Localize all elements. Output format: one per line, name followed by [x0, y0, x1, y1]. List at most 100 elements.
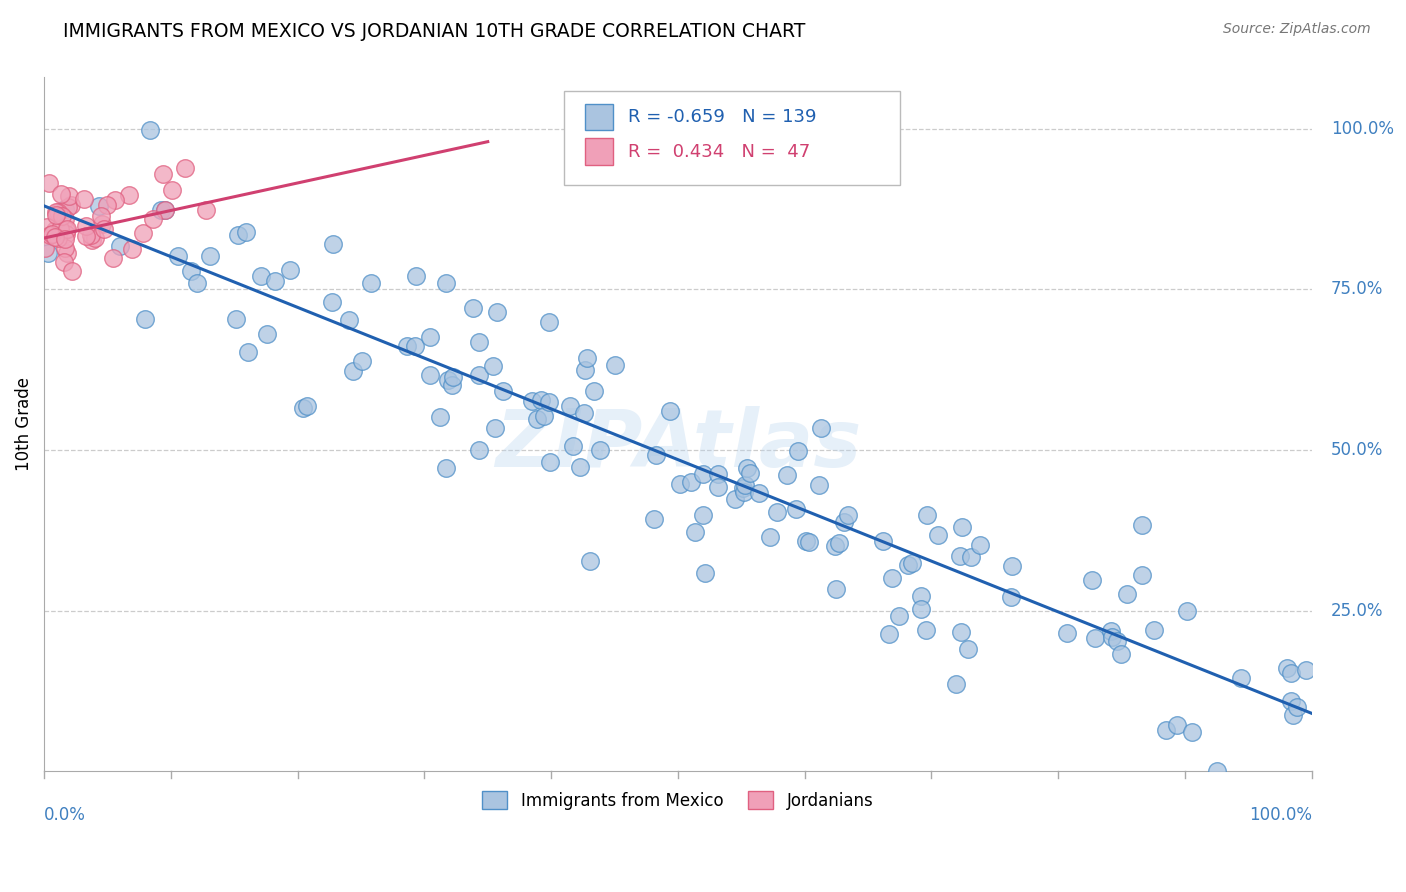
Point [51, 210, 73, 224]
Point [75, 229, 97, 244]
Point [569, 460, 592, 475]
Point [707, 479, 730, 493]
Point [226, 228, 249, 243]
Point [530, 393, 553, 408]
Point [927, 528, 949, 542]
Point [342, 364, 364, 378]
Point [121, 242, 143, 256]
Point [1175, 604, 1198, 618]
Point [1205, 764, 1227, 779]
Point [45, 204, 67, 219]
Point [533, 409, 555, 423]
Point [558, 400, 581, 414]
Point [225, 312, 247, 326]
Point [278, 263, 301, 277]
Point [683, 524, 706, 539]
Point [153, 203, 176, 218]
Text: ZIPAtlas: ZIPAtlas [495, 406, 860, 484]
Point [658, 403, 681, 417]
Point [38, 176, 60, 190]
Point [669, 477, 692, 491]
Text: IMMIGRANTS FROM MEXICO VS JORDANIAN 10TH GRADE CORRELATION CHART: IMMIGRANTS FROM MEXICO VS JORDANIAN 10TH… [63, 22, 806, 41]
Point [950, 624, 973, 639]
Point [1000, 590, 1022, 604]
Point [55, 227, 77, 241]
Point [1277, 661, 1299, 675]
Point [463, 301, 485, 315]
FancyBboxPatch shape [564, 91, 900, 185]
Point [186, 276, 208, 290]
Point [132, 226, 155, 240]
Point [810, 420, 832, 434]
Point [733, 485, 755, 500]
Point [897, 558, 920, 572]
Point [264, 274, 287, 288]
Point [574, 362, 596, 376]
Point [108, 239, 131, 253]
Text: R =  0.434   N =  47: R = 0.434 N = 47 [628, 143, 811, 161]
Point [1116, 587, 1139, 601]
Point [910, 589, 932, 603]
Point [152, 167, 174, 181]
Point [155, 203, 177, 218]
Point [35, 219, 58, 234]
Point [828, 536, 851, 550]
Text: 25.0%: 25.0% [1330, 601, 1384, 620]
Point [53, 202, 76, 216]
Point [959, 549, 981, 564]
Point [46, 205, 69, 219]
Point [53, 232, 76, 246]
Point [748, 485, 770, 500]
Point [681, 475, 703, 490]
Point [484, 421, 506, 435]
Point [969, 538, 991, 552]
Point [731, 481, 754, 495]
Point [1143, 624, 1166, 638]
Point [794, 533, 817, 548]
Point [914, 624, 936, 638]
Point [1181, 724, 1204, 739]
Point [1279, 665, 1302, 680]
Point [250, 269, 273, 284]
Point [39, 228, 62, 243]
Point [486, 305, 509, 319]
Point [1130, 517, 1153, 532]
Point [695, 566, 717, 580]
Point [149, 203, 172, 218]
Point [441, 378, 464, 392]
Point [1130, 567, 1153, 582]
Point [37, 246, 59, 260]
Point [96, 198, 118, 212]
Point [707, 467, 730, 482]
Point [89, 199, 111, 213]
Point [797, 535, 820, 549]
Point [48, 230, 70, 244]
Y-axis label: 10th Grade: 10th Grade [15, 377, 32, 471]
Text: R = -0.659   N = 139: R = -0.659 N = 139 [628, 108, 817, 126]
Point [91, 217, 114, 231]
Point [429, 410, 451, 425]
Point [360, 276, 382, 290]
Point [758, 530, 780, 544]
Point [60, 264, 83, 278]
Point [104, 193, 127, 207]
Point [724, 492, 747, 507]
Point [434, 461, 457, 475]
Legend: Immigrants from Mexico, Jordanians: Immigrants from Mexico, Jordanians [474, 783, 882, 818]
Point [405, 268, 427, 283]
Point [49, 186, 72, 201]
Point [419, 368, 441, 383]
Point [142, 212, 165, 227]
Point [53, 255, 76, 269]
Point [90, 210, 112, 224]
Text: 0.0%: 0.0% [44, 805, 86, 824]
Point [1295, 664, 1317, 678]
Point [1056, 626, 1078, 640]
Point [537, 395, 560, 409]
Point [235, 225, 257, 239]
Point [53, 211, 76, 226]
Point [1279, 694, 1302, 708]
Point [404, 339, 426, 353]
Point [55, 223, 77, 237]
Point [180, 264, 202, 278]
